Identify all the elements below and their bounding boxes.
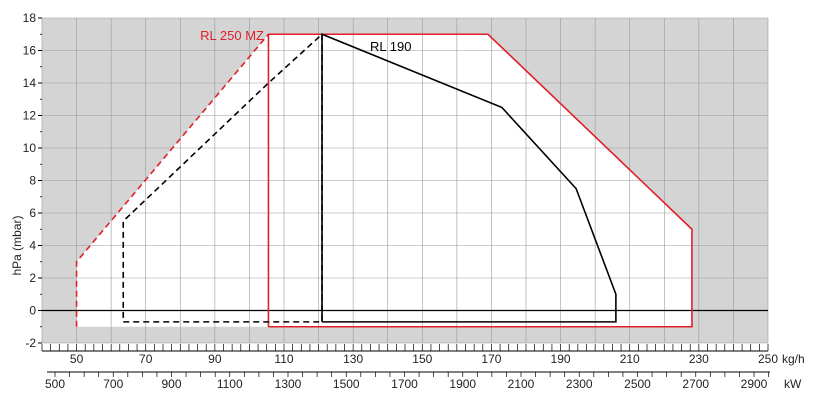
chart-labels: RL 250 MZ RL 190 [200, 28, 411, 54]
x-kw-tick-label: 2900 [741, 377, 768, 391]
y-tick-label: -2 [25, 336, 36, 350]
x-kgh-tick-label: 190 [551, 352, 571, 366]
x-kgh-tick-label: 170 [481, 352, 501, 366]
x-kw-unit-label: kW [784, 377, 802, 391]
x-kw-tick-label: 900 [161, 377, 181, 391]
x-kw-tick-label: 2500 [624, 377, 651, 391]
series-rl-250-mz-line [267, 33, 693, 328]
series-rl-190-line [321, 33, 617, 323]
x-kw-tick-label: 2100 [508, 377, 535, 391]
x-kgh-tick-label: 110 [274, 352, 293, 366]
x-kgh-tick-label: 250 [758, 352, 778, 366]
y-tick-label: 14 [23, 76, 37, 90]
x-kw-tick-label: 1300 [275, 377, 302, 391]
series-label-rl-250-mz: RL 250 MZ [200, 28, 264, 43]
x-kgh-tick-label: 230 [689, 352, 709, 366]
x-kgh-tick-label: 130 [343, 352, 363, 366]
y-tick-label: 18 [23, 11, 37, 25]
x-kw-tick-label: 700 [103, 377, 123, 391]
x-kw-tick-label: 1700 [391, 377, 418, 391]
y-axis: -2 0 2 4 6 8 10 12 14 16 18 hPa (mbar) [10, 11, 42, 350]
series-group [75, 32, 693, 328]
x-kgh-tick-label: 50 [70, 352, 84, 366]
y-tick-label: 12 [23, 109, 37, 123]
x-kgh-tick-label: 70 [139, 352, 153, 366]
y-tick-label: 4 [29, 239, 36, 253]
y-axis-label: hPa (mbar) [10, 215, 24, 275]
x-kw-tick-label: 2700 [682, 377, 709, 391]
x-kw-tick-label: 2300 [566, 377, 593, 391]
y-tick-label: 16 [23, 44, 37, 58]
series-rl-250-mz-dashed [75, 33, 270, 327]
x-kgh-unit-label: kg/h [782, 352, 805, 366]
x-kw-tick-label: 1500 [333, 377, 360, 391]
x-axis-kw: 500 700 900 1100 1300 1500 1700 1900 2100 2300 250… [45, 371, 802, 391]
y-tick-label: 0 [29, 304, 36, 318]
y-tick-label: 8 [29, 174, 36, 188]
series-rl-190-dashed [122, 32, 323, 323]
x-kgh-tick-label: 210 [620, 352, 640, 366]
x-kgh-tick-label: 90 [208, 352, 222, 366]
y-tick-label: 10 [23, 141, 37, 155]
y-tick-label: 6 [29, 206, 36, 220]
x-axis-kgh: 50 70 90 110 130 150 170 190 210 230 250 kg/h [41, 344, 805, 366]
y-tick-label: 2 [29, 271, 36, 285]
x-kw-tick-label: 1900 [449, 377, 476, 391]
x-kw-tick-label: 1100 [217, 377, 243, 391]
x-kgh-tick-label: 150 [412, 352, 432, 366]
x-kw-tick-label: 500 [45, 377, 65, 391]
series-label-rl-190: RL 190 [370, 39, 411, 54]
